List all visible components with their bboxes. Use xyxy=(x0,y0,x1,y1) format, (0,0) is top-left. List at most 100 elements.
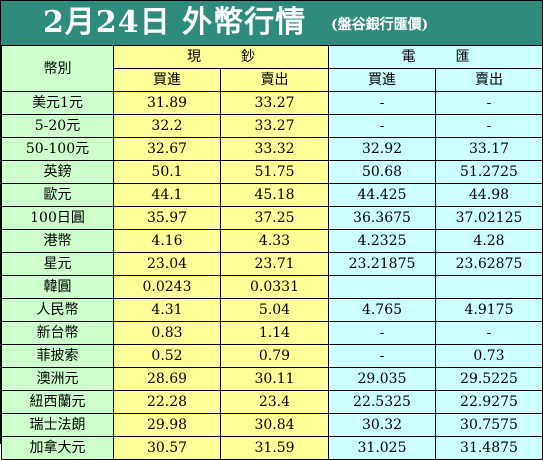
currency-cell: 100日圓 xyxy=(1,206,114,230)
cash-buy-cell: 28.69 xyxy=(113,367,221,391)
cash-sell-cell: 0.0331 xyxy=(220,275,329,299)
table-row: 100日圓 35.97 37.25 36.3675 37.02125 xyxy=(1,206,543,230)
table-row: 歐元 44.1 45.18 44.425 44.98 xyxy=(1,183,543,207)
cash-buy-cell: 35.97 xyxy=(113,206,221,230)
cash-sell-cell: 1.14 xyxy=(220,321,329,345)
cash-buy-header: 買進 xyxy=(113,68,221,92)
cash-sell-cell: 23.4 xyxy=(220,390,329,414)
table-row: 新台幣 0.83 1.14- - xyxy=(1,321,543,345)
wire-sell-cell: 22.9275 xyxy=(435,390,543,414)
currency-cell: 韓圓 xyxy=(1,275,114,299)
currency-cell: 紐西蘭元 xyxy=(1,390,114,414)
cash-buy-cell: 50.1 xyxy=(113,160,221,184)
cash-sell-cell: 33.27 xyxy=(220,114,329,138)
wire-sell-cell: 4.28 xyxy=(435,229,543,253)
table-row: 50-100元 32.67 33.32 32.92 33.17 xyxy=(1,137,543,161)
wire-buy-cell: 36.3675 xyxy=(328,206,436,230)
wire-buy-cell: 50.68 xyxy=(328,160,436,184)
currency-cell: 英鎊 xyxy=(1,160,114,184)
cash-sell-cell: 30.84 xyxy=(220,413,329,437)
table-row: 人民幣 4.31 5.04 4.765 4.9175 xyxy=(1,298,543,322)
table-row: 5-20元 32.2 33.27- - xyxy=(1,114,543,138)
table-row: 菲披索 0.52 0.79-0.73 xyxy=(1,344,543,368)
wire-sell-cell: - xyxy=(435,321,543,345)
wire-sell-cell: 23.62875 xyxy=(435,252,543,276)
currency-cell: 美元1元 xyxy=(1,91,114,115)
title-bar: 2月24日 外幣行情 (盤谷銀行匯價) xyxy=(1,1,542,45)
cash-sell-cell: 30.11 xyxy=(220,367,329,391)
wire-sell-cell xyxy=(435,275,543,299)
cash-buy-cell: 0.83 xyxy=(113,321,221,345)
page-title: 2月24日 外幣行情 xyxy=(43,5,307,40)
wire-buy-cell: 22.5325 xyxy=(328,390,436,414)
currency-cell: 港幣 xyxy=(1,229,114,253)
currency-cell: 歐元 xyxy=(1,183,114,207)
cash-sell-cell: 37.25 xyxy=(220,206,329,230)
currency-cell: 菲披索 xyxy=(1,344,114,368)
cash-sell-cell: 5.04 xyxy=(220,298,329,322)
wire-sell-cell: 51.2725 xyxy=(435,160,543,184)
table-row: 瑞士法朗 29.98 30.84 30.32 30.7575 xyxy=(1,413,543,437)
cash-sell-cell: 4.33 xyxy=(220,229,329,253)
cash-buy-cell: 4.31 xyxy=(113,298,221,322)
wire-buy-cell: 23.21875 xyxy=(328,252,436,276)
currency-cell: 澳洲元 xyxy=(1,367,114,391)
cash-sell-cell: 51.75 xyxy=(220,160,329,184)
wire-sell-cell: 30.7575 xyxy=(435,413,543,437)
table-row: 澳洲元 28.69 30.11 29.035 29.5225 xyxy=(1,367,543,391)
currency-cell: 星元 xyxy=(1,252,114,276)
wire-sell-cell: - xyxy=(435,91,543,115)
wire-buy-cell: 4.765 xyxy=(328,298,436,322)
table-header-row-groups: 幣別 現鈔 電匯 xyxy=(1,45,543,92)
exchange-rate-table: 幣別 現鈔 電匯 買進 賣出 買進 賣出 美元1元 31.89 33.27- -5-2… xyxy=(1,45,543,460)
currency-cell: 人民幣 xyxy=(1,298,114,322)
table-row: 韓圓 0.0243 0.0331 xyxy=(1,275,543,299)
cash-buy-cell: 31.89 xyxy=(113,91,221,115)
wire-buy-cell: - xyxy=(328,114,436,138)
wire-buy-cell: 44.425 xyxy=(328,183,436,207)
wire-buy-cell: - xyxy=(328,344,436,368)
table-row: 加拿大元 30.57 31.59 31.025 31.4875 xyxy=(1,436,543,460)
cash-sell-cell: 33.27 xyxy=(220,91,329,115)
cash-sell-header: 賣出 xyxy=(220,68,329,92)
wire-sell-cell: 0.73 xyxy=(435,344,543,368)
bank-source-label: (盤谷銀行匯價) xyxy=(331,17,429,33)
table-header-row-sub: 買進 賣出 買進 賣出 xyxy=(2,68,543,92)
wire-buy-cell: 31.025 xyxy=(328,436,436,460)
table-row: 紐西蘭元 22.28 23.4 22.5325 22.9275 xyxy=(1,390,543,414)
cash-buy-cell: 44.1 xyxy=(113,183,221,207)
cash-buy-cell: 4.16 xyxy=(113,229,221,253)
wire-buy-cell: 29.035 xyxy=(328,367,436,391)
cash-sell-cell: 0.79 xyxy=(220,344,329,368)
wire-sell-cell: 37.02125 xyxy=(435,206,543,230)
wire-buy-cell xyxy=(328,275,436,299)
cash-buy-cell: 0.0243 xyxy=(113,275,221,299)
cash-buy-cell: 0.52 xyxy=(113,344,221,368)
cash-sell-cell: 23.71 xyxy=(220,252,329,276)
wire-buy-cell: - xyxy=(328,321,436,345)
wire-sell-header: 賣出 xyxy=(435,68,543,92)
table-row: 星元 23.04 23.71 23.21875 23.62875 xyxy=(1,252,543,276)
table-row: 港幣 4.16 4.33 4.2325 4.28 xyxy=(1,229,543,253)
currency-cell: 新台幣 xyxy=(1,321,114,345)
cash-buy-cell: 30.57 xyxy=(113,436,221,460)
cash-sell-cell: 33.32 xyxy=(220,137,329,161)
currency-column-header: 幣別 xyxy=(1,45,114,92)
currency-cell: 加拿大元 xyxy=(1,436,114,460)
wire-sell-cell: - xyxy=(435,114,543,138)
currency-cell: 5-20元 xyxy=(1,114,114,138)
wire-buy-cell: 30.32 xyxy=(328,413,436,437)
cash-buy-cell: 32.67 xyxy=(113,137,221,161)
wire-buy-cell: 32.92 xyxy=(328,137,436,161)
cash-group-header: 現鈔 xyxy=(113,45,329,69)
wire-sell-cell: 4.9175 xyxy=(435,298,543,322)
table-row: 英鎊 50.1 51.75 50.68 51.2725 xyxy=(1,160,543,184)
currency-cell: 瑞士法朗 xyxy=(1,413,114,437)
wire-sell-cell: 31.4875 xyxy=(435,436,543,460)
wire-buy-header: 買進 xyxy=(328,68,436,92)
cash-sell-cell: 31.59 xyxy=(220,436,329,460)
wire-buy-cell: 4.2325 xyxy=(328,229,436,253)
wire-buy-cell: - xyxy=(328,91,436,115)
wire-group-header: 電匯 xyxy=(328,45,543,69)
cash-buy-cell: 23.04 xyxy=(113,252,221,276)
